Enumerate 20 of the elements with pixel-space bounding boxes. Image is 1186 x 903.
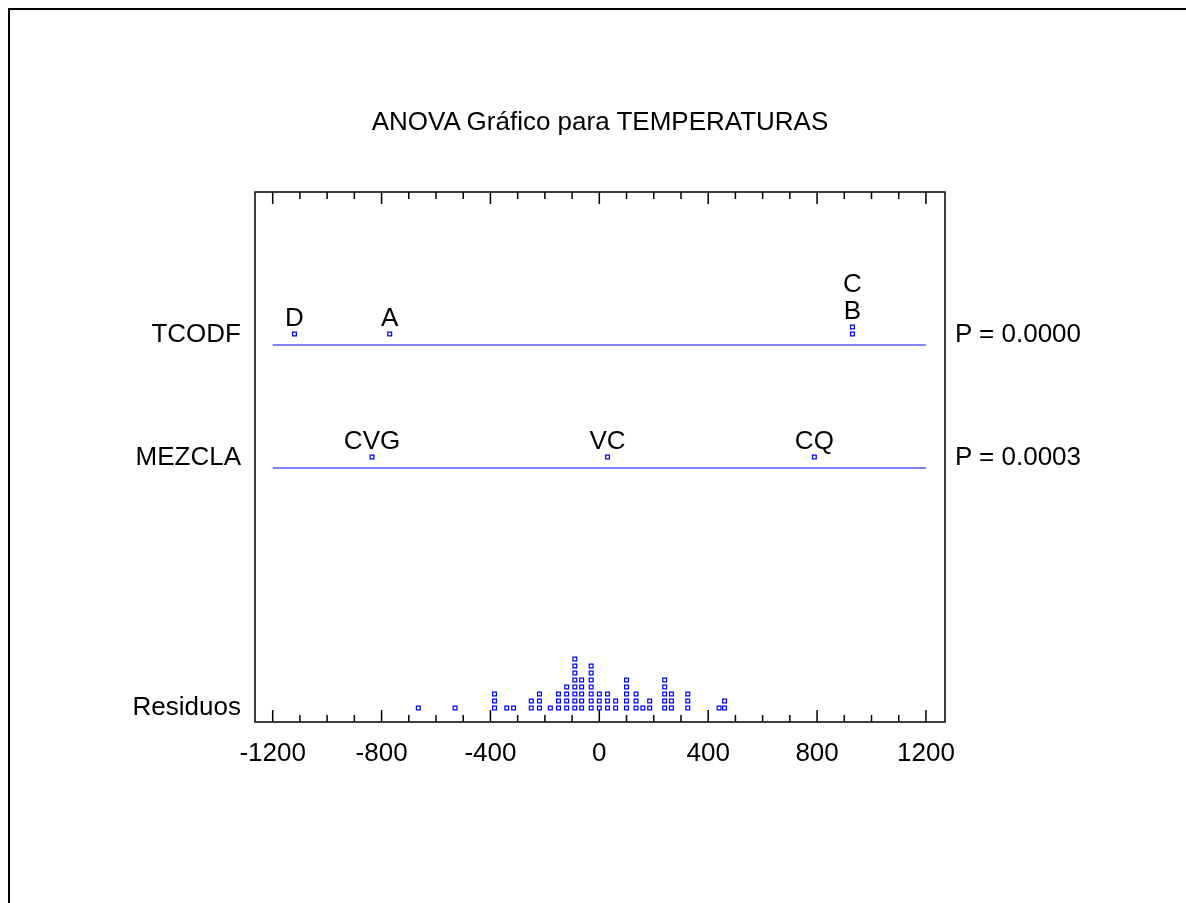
- y-tick-label: TCODF: [151, 318, 241, 349]
- x-tick-label: 0: [592, 736, 607, 767]
- data-label: VC: [589, 425, 626, 455]
- x-tick-label: 1200: [897, 736, 955, 767]
- x-tick-label: -800: [355, 736, 408, 767]
- x-tick-label: -1200: [239, 736, 306, 767]
- x-tick-label: 400: [686, 736, 730, 767]
- x-tick-label: -400: [464, 736, 517, 767]
- data-label: A: [381, 302, 400, 332]
- chart-title: ANOVA Gráfico para TEMPERATURAS: [370, 106, 830, 137]
- data-label: D: [285, 302, 304, 332]
- data-label: C: [843, 268, 862, 298]
- x-tick-label: 800: [795, 736, 839, 767]
- data-label: B: [843, 295, 862, 325]
- data-label: CVG: [343, 425, 401, 455]
- data-label: CQ: [794, 425, 834, 455]
- y-tick-label: Residuos: [132, 691, 241, 722]
- y-tick-label: MEZCLA: [135, 441, 242, 472]
- text: P = 0.0003: [955, 441, 1082, 472]
- text: P = 0.0000: [955, 318, 1082, 349]
